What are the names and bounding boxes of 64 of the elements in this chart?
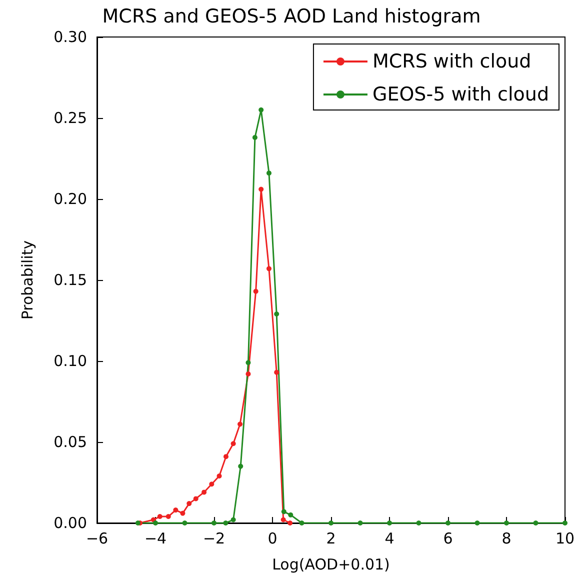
x-tick-label: −4 bbox=[144, 530, 167, 548]
point bbox=[446, 520, 450, 526]
point bbox=[230, 441, 236, 446]
point bbox=[258, 186, 264, 192]
point bbox=[238, 464, 244, 469]
legend-label: GEOS-5 with cloud bbox=[372, 84, 549, 106]
point bbox=[135, 520, 140, 526]
point bbox=[202, 490, 207, 495]
point bbox=[280, 517, 286, 522]
point bbox=[504, 520, 509, 526]
point bbox=[328, 520, 334, 526]
point bbox=[182, 520, 188, 526]
point bbox=[358, 520, 363, 526]
x-tick-label: 6 bbox=[443, 530, 453, 548]
y-tick-label: 0.20 bbox=[54, 190, 87, 208]
point bbox=[153, 520, 158, 526]
point bbox=[180, 510, 186, 516]
x-tick-label: 4 bbox=[384, 530, 394, 548]
point bbox=[299, 520, 304, 526]
chart-title: MCRS and GEOS-5 AOD Land histogram bbox=[102, 6, 481, 28]
point bbox=[253, 288, 258, 294]
point bbox=[474, 520, 480, 526]
y-tick-label: 0.10 bbox=[54, 352, 87, 370]
point bbox=[246, 371, 251, 376]
y-tick-label: 0.00 bbox=[54, 514, 87, 532]
point bbox=[224, 454, 228, 460]
x-tick-label: 10 bbox=[555, 530, 575, 548]
point bbox=[387, 520, 392, 526]
point bbox=[266, 266, 272, 272]
point bbox=[212, 520, 216, 526]
point bbox=[416, 520, 422, 526]
legend-label: MCRS with cloud bbox=[372, 50, 532, 72]
point bbox=[274, 312, 280, 317]
point bbox=[252, 134, 258, 140]
point bbox=[533, 520, 538, 526]
x-axis-title: Log(AOD+0.01) bbox=[272, 556, 390, 574]
point bbox=[246, 360, 251, 366]
y-tick-label: 0.15 bbox=[54, 271, 87, 289]
y-tick-label: 0.25 bbox=[54, 109, 87, 127]
point bbox=[281, 509, 286, 514]
point bbox=[186, 501, 192, 506]
x-tick-label: −6 bbox=[86, 530, 108, 548]
point bbox=[274, 370, 280, 375]
point bbox=[209, 482, 214, 487]
point bbox=[288, 512, 294, 518]
point bbox=[223, 520, 228, 526]
x-tick-label: 8 bbox=[502, 530, 512, 548]
x-tick-label: 2 bbox=[326, 530, 336, 548]
point bbox=[230, 517, 236, 522]
y-axis-title: Probability bbox=[18, 240, 36, 320]
point bbox=[216, 474, 222, 479]
point bbox=[173, 508, 178, 513]
y-tick-label: 0.30 bbox=[54, 28, 87, 46]
point bbox=[238, 422, 243, 427]
point bbox=[193, 496, 198, 502]
x-tick-label: −2 bbox=[202, 530, 226, 548]
point bbox=[166, 514, 171, 520]
point bbox=[288, 520, 293, 526]
point bbox=[562, 520, 568, 526]
x-tick-label: 0 bbox=[268, 530, 278, 548]
point bbox=[258, 107, 264, 112]
point bbox=[157, 514, 162, 520]
point bbox=[266, 170, 272, 176]
y-tick-label: 0.05 bbox=[54, 433, 87, 451]
